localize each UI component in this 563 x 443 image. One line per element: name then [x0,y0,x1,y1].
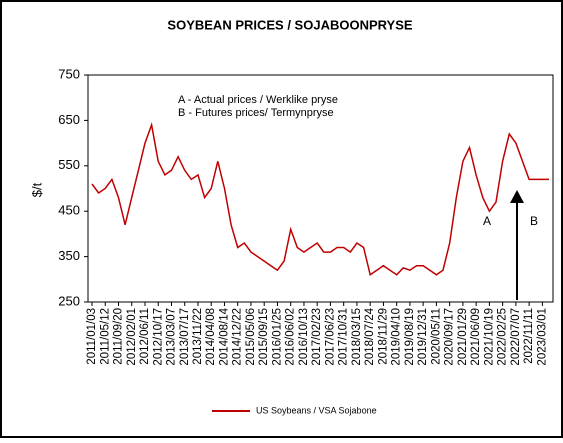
x-tick-label: 2013/07/17 [179,308,191,366]
x-tick-label: 2011/09/20 [113,308,125,365]
x-tick-label: 2014/12/22 [232,308,244,366]
x-tick-label: 2015/09/15 [258,308,270,366]
x-tick-label: 2018/07/24 [364,307,376,365]
y-tick-label: 250 [58,293,80,308]
annotation: A [483,214,491,228]
x-tick-label: 2023/03/01 [536,308,548,366]
annotation: B - Futures prices/ Termynpryse [178,107,334,119]
y-axis-label: $/t [29,182,44,197]
x-tick-label: 2021/01/29 [457,308,469,366]
x-tick-label: 2017/10/31 [338,308,350,366]
x-tick-label: 2014/04/08 [205,308,217,366]
x-tick-label: 2018/11/29 [377,308,389,365]
x-tick-label: 2019/04/10 [391,308,403,366]
price-line [91,122,549,277]
arrow-head [510,190,524,203]
x-tick-label: 2013/03/07 [166,308,178,366]
y-tick-label: 550 [58,157,80,172]
chart-title: SOYBEAN PRICES / SOJABOONPRYSE [167,17,412,32]
plot-border [87,74,554,303]
x-tick-label: 2022/02/25 [497,308,509,366]
y-tick-label: 350 [58,248,80,263]
y-tick-label: 750 [58,66,80,81]
annotation: A - Actual prices / Werklike pryse [178,94,338,106]
x-tick-label: 2020/05/11 [430,308,442,365]
x-tick-label: 2022/11/11 [523,308,535,364]
x-tick-label: 2015/05/06 [245,308,257,366]
x-tick-label: 2014/08/14 [218,307,230,365]
x-tick-label: 2017/06/23 [324,308,336,366]
legend-label: US Soybeans / VSA Sojabone [256,405,377,415]
x-tick-label: 2011/05/12 [99,308,111,365]
x-tick-label: 2012/06/11 [139,308,151,365]
x-tick-label: 2012/10/17 [152,308,164,366]
x-tick-label: 2018/03/15 [351,308,363,366]
x-tick-label: 2019/12/31 [417,308,429,366]
x-tick-label: 2012/02/01 [126,308,138,366]
x-tick-label: 2021/10/19 [483,308,495,366]
y-tick-label: 650 [58,112,80,127]
x-tick-label: 2022/07/07 [510,308,522,366]
x-tick-label: 2020/09/17 [444,308,456,366]
x-tick-label: 2013/11/22 [192,308,204,365]
annotation: B [530,214,538,228]
x-tick-label: 2016/01/25 [271,308,283,366]
x-tick-label: 2017/02/23 [311,308,323,366]
x-tick-label: 2016/06/02 [285,308,297,366]
x-tick-label: 2011/01/03 [86,308,98,365]
x-tick-label: 2019/08/19 [404,308,416,366]
y-tick-label: 450 [58,203,80,218]
x-tick-label: 2016/10/13 [298,308,310,366]
x-tick-label: 2021/06/09 [470,308,482,366]
